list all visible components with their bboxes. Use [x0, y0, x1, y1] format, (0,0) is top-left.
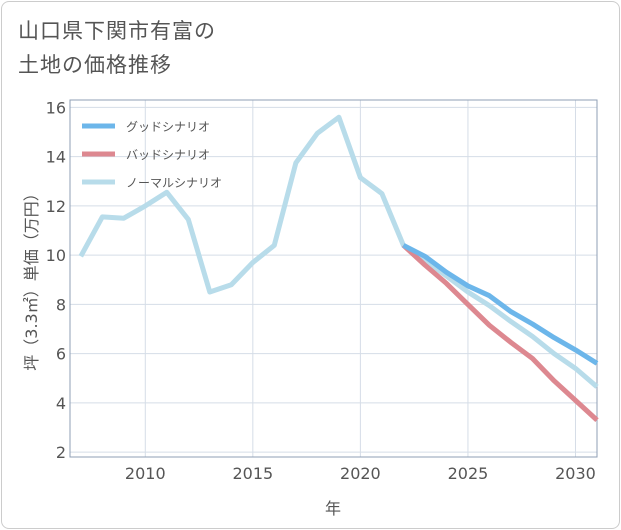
- chart-title: 山口県下関市有富の 土地の価格推移: [18, 19, 216, 77]
- y-tick-label: 14: [46, 148, 66, 167]
- legend-label: バッドシナリオ: [126, 148, 210, 162]
- y-axis-label: 坪（3.3㎡）単価（万円）: [22, 185, 41, 370]
- y-tick-label: 2: [56, 443, 66, 462]
- x-tick-label: 2020: [340, 464, 381, 483]
- y-tick-label: 8: [56, 295, 66, 314]
- series-line-0: [402, 243, 599, 366]
- series-line-1: [401, 243, 599, 422]
- y-tick-label: 12: [46, 197, 66, 216]
- legend-label: ノーマルシナリオ: [126, 176, 222, 190]
- legend-label: グッドシナリオ: [126, 120, 210, 134]
- plot-frame: [69, 99, 598, 458]
- x-tick-label: 2030: [555, 464, 596, 483]
- x-axis-ticks: 2010 2015 2020 2025 2030: [125, 464, 596, 483]
- series-lines: [78, 114, 599, 422]
- y-tick-label: 6: [56, 345, 66, 364]
- y-tick-label: 4: [56, 394, 66, 413]
- x-tick-label: 2025: [448, 464, 489, 483]
- x-tick-label: 2010: [125, 464, 166, 483]
- x-axis-label: 年: [325, 499, 341, 518]
- series-line-2: [78, 114, 599, 389]
- y-axis-ticks: 2 4 6 8 10 12 14 16: [46, 98, 66, 462]
- grid-lines: [70, 100, 597, 457]
- y-tick-label: 16: [46, 98, 66, 117]
- y-tick-label: 10: [46, 246, 66, 265]
- x-tick-label: 2015: [232, 464, 273, 483]
